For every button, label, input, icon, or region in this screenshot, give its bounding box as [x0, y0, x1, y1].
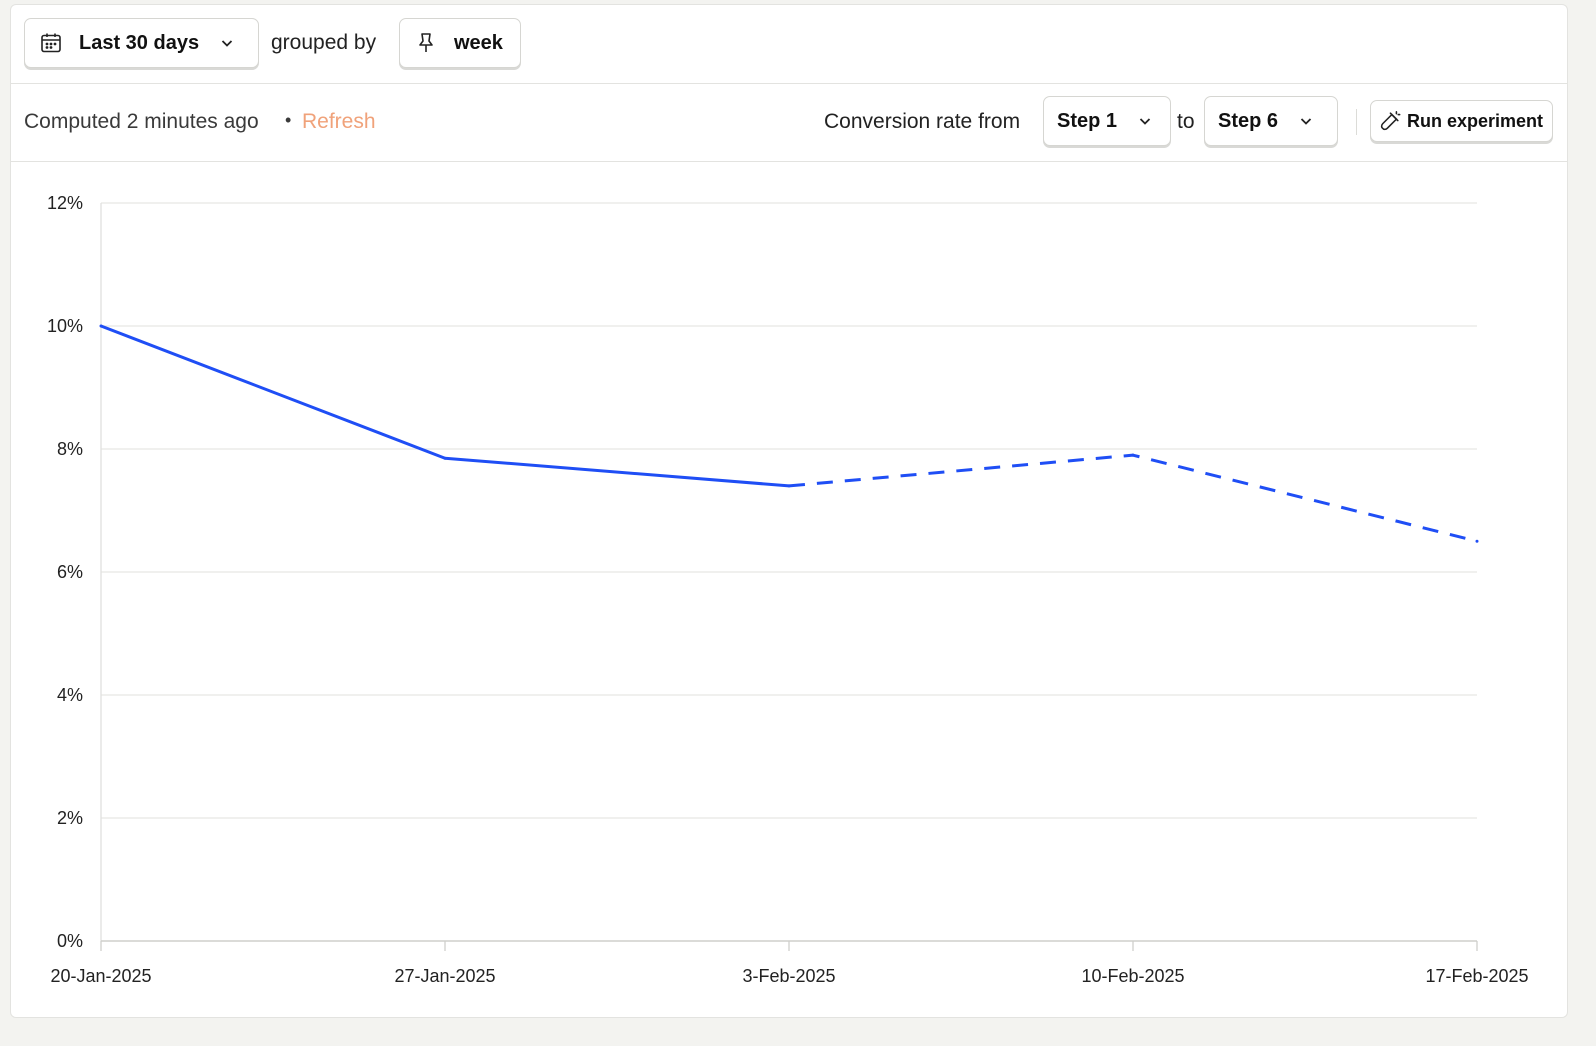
run-experiment-button[interactable]: Run experiment — [1370, 100, 1553, 142]
from-step-select[interactable]: Step 1 — [1043, 96, 1171, 146]
y-tick-label: 2% — [57, 808, 83, 828]
series-point — [1131, 453, 1135, 457]
series-point — [99, 324, 103, 328]
y-tick-label: 8% — [57, 439, 83, 459]
y-tick-label: 4% — [57, 685, 83, 705]
series-line-dashed — [788, 453, 1478, 543]
interval-label: week — [454, 31, 503, 54]
series-point — [1475, 539, 1479, 543]
chevron-down-icon — [219, 35, 235, 51]
status-bar: Computed 2 minutes ago • Refresh Convers… — [11, 84, 1567, 162]
conversion-line-chart: 0% 2% 4% 6% 8% 10% 12% 20-Jan-2025 27-Jan-2025 3-… — [47, 193, 1529, 986]
date-range-label: Last 30 days — [79, 31, 200, 54]
conversion-to-text: to — [1177, 110, 1195, 133]
conversion-from-text: Conversion rate from — [824, 110, 1021, 133]
chevron-down-icon — [1298, 113, 1314, 129]
toolbar: Last 30 days grouped by week — [11, 5, 1567, 84]
run-experiment-label: Run experiment — [1407, 110, 1544, 131]
series-line-solid — [100, 324, 790, 488]
from-step-label: Step 1 — [1057, 109, 1118, 132]
date-range-button[interactable]: Last 30 days — [24, 18, 259, 68]
computed-status: Computed 2 minutes ago — [24, 110, 259, 133]
y-tick-label: 0% — [57, 931, 83, 951]
to-step-label: Step 6 — [1218, 109, 1279, 132]
chevron-down-icon — [1137, 113, 1153, 129]
y-tick-label: 6% — [57, 562, 83, 582]
y-tick-label: 12% — [47, 193, 83, 213]
x-tick-label: 20-Jan-2025 — [50, 966, 151, 986]
series-point — [787, 484, 791, 488]
refresh-link[interactable]: Refresh — [302, 110, 376, 133]
pin-icon — [414, 31, 438, 55]
x-tick-label: 10-Feb-2025 — [1081, 966, 1184, 986]
interval-button[interactable]: week — [399, 18, 521, 68]
to-step-select[interactable]: Step 6 — [1204, 96, 1338, 146]
x-tick-label: 17-Feb-2025 — [1425, 966, 1528, 986]
grouped-by-text: grouped by — [271, 31, 377, 54]
flask-icon — [1379, 110, 1401, 132]
series-point — [443, 456, 447, 460]
status-separator: • — [285, 110, 292, 130]
y-tick-label: 10% — [47, 316, 83, 336]
toolbar-divider — [1356, 109, 1357, 135]
funnel-trends-panel: Last 30 days grouped by week Computed 2 … — [10, 4, 1568, 1018]
x-tick-label: 27-Jan-2025 — [394, 966, 495, 986]
x-tick-label: 3-Feb-2025 — [742, 966, 835, 986]
calendar-icon — [39, 31, 63, 55]
